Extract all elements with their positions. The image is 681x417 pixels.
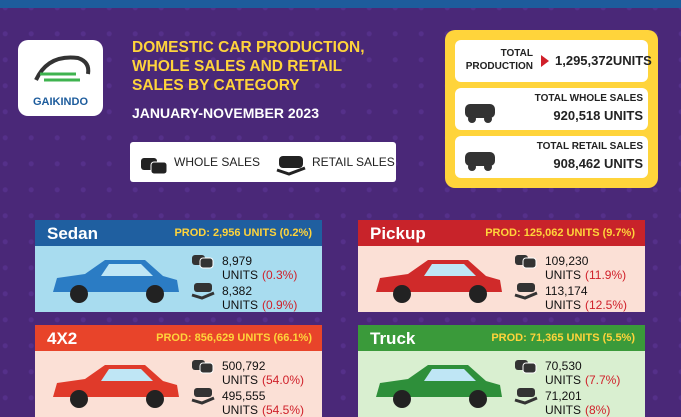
- category-name: Truck: [370, 329, 416, 348]
- retail-share: (54.5%): [262, 403, 305, 417]
- retail-units: 495,555 UNITS: [222, 389, 266, 417]
- total-icon: [461, 96, 501, 129]
- whole-share: (0.3%): [262, 268, 298, 282]
- vehicle: [368, 357, 508, 417]
- title-line: WHOLE SALES AND RETAIL: [132, 58, 343, 75]
- category-card: Truck PROD: 71,365 UNITS (5.5%) 70,530 UNI…: [358, 325, 645, 417]
- category-card: Sedan PROD: 2,956 UNITS (0.2%) 8,979 UNITS…: [35, 220, 322, 312]
- whole-icon: [513, 250, 539, 275]
- vehicle: [368, 252, 508, 312]
- category-name: 4X2: [47, 329, 78, 348]
- total-label: TOTAL WHOLE SALES: [534, 93, 643, 104]
- legend-item: WHOLE SALES: [174, 155, 261, 169]
- totals-box: TOTAL PRODUCTION 1,295,372UNITS TOTAL WHOL…: [445, 30, 658, 188]
- card-body: 8,979 UNITS (0.3%) 8,382 UNITS (0.9%): [35, 246, 322, 312]
- retail-units: 8,382 UNITS: [222, 284, 258, 312]
- retail-sales: 113,174 UNITS (12.5%): [545, 284, 645, 312]
- card-header: Pickup PROD: 125,062 UNITS (9.7%): [358, 220, 645, 246]
- logo-text: GAIKINDO: [33, 96, 88, 108]
- legend-item: RETAIL SALES: [312, 155, 395, 169]
- retail-icon: [190, 385, 216, 410]
- production: PROD: 856,629 UNITS (66.1%): [156, 332, 312, 344]
- title: DOMESTIC CAR PRODUCTION, WHOLE SALES AND…: [132, 38, 365, 95]
- total-label: TOTAL RETAIL SALES: [536, 141, 643, 152]
- logo: GAIKINDO: [18, 40, 103, 116]
- retail-sales: 495,555 UNITS (54.5%): [222, 389, 322, 417]
- retail-icon: [190, 280, 216, 305]
- vehicle: [45, 357, 185, 417]
- total-row: TOTAL PRODUCTION 1,295,372UNITS: [455, 40, 652, 82]
- whole-share: (11.9%): [585, 268, 627, 282]
- retail-share: (8%): [585, 403, 611, 417]
- category-card: 4X2 PROD: 856,629 UNITS (66.1%) 500,792 UN…: [35, 325, 322, 417]
- logo-icon: [34, 55, 91, 82]
- legend: WHOLE SALES RETAIL SALES: [130, 142, 396, 182]
- total-row: TOTAL WHOLE SALES 920,518 UNITS: [455, 88, 648, 130]
- retail-share: (12.5%): [585, 298, 628, 312]
- whole-sales: 8,979 UNITS (0.3%): [222, 254, 322, 282]
- card-body: 500,792 UNITS (54.0%) 495,555 UNITS (54.5%): [35, 351, 322, 417]
- total-icon: [461, 144, 501, 177]
- card-header: Sedan PROD: 2,956 UNITS (0.2%): [35, 220, 322, 246]
- whole-share: (54.0%): [262, 373, 305, 387]
- title-line: SALES BY CATEGORY: [132, 77, 300, 94]
- card-body: 109,230 UNITS (11.9%) 113,174 UNITS (12.5%): [358, 246, 645, 312]
- total-value: 920,518 UNITS: [553, 108, 643, 123]
- arrow: [541, 55, 549, 67]
- card-header: Truck PROD: 71,365 UNITS (5.5%): [358, 325, 645, 351]
- whole-icon: [190, 250, 216, 275]
- retail-icon: [513, 280, 539, 305]
- card-header: 4X2 PROD: 856,629 UNITS (66.1%): [35, 325, 322, 351]
- whole-icon: [190, 355, 216, 380]
- whole-sales: 109,230 UNITS (11.9%): [545, 254, 645, 282]
- whole-units: 500,792 UNITS: [222, 359, 266, 387]
- category-card: Pickup PROD: 125,062 UNITS (9.7%) 109,230 …: [358, 220, 645, 312]
- subtitle: JANUARY-NOVEMBER 2023: [132, 105, 319, 121]
- vehicle: [45, 252, 185, 312]
- retail-sales: 8,382 UNITS (0.9%): [222, 284, 322, 312]
- card-body: 70,530 UNITS (7.7%) 71,201 UNITS (8%): [358, 351, 645, 417]
- whole-sales: 70,530 UNITS (7.7%): [545, 359, 645, 387]
- whole-sales: 500,792 UNITS (54.0%): [222, 359, 322, 387]
- whole-share: (7.7%): [585, 373, 621, 387]
- production: PROD: 125,062 UNITS (9.7%): [485, 227, 635, 239]
- whole-icon: [141, 158, 168, 175]
- whole-units: 8,979 UNITS: [222, 254, 258, 282]
- total-value: 908,462 UNITS: [553, 156, 643, 171]
- category-name: Pickup: [370, 224, 426, 243]
- whole-icon: [513, 355, 539, 380]
- total-value: 1,295,372UNITS: [555, 53, 652, 68]
- whole-units: 109,230 UNITS: [545, 254, 589, 282]
- total-row: TOTAL RETAIL SALES 908,462 UNITS: [455, 136, 648, 178]
- retail-icon: [276, 156, 306, 176]
- production: PROD: 2,956 UNITS (0.2%): [174, 227, 312, 239]
- category-name: Sedan: [47, 224, 99, 243]
- top-band: [0, 0, 681, 8]
- production: PROD: 71,365 UNITS (5.5%): [491, 332, 635, 344]
- retail-units: 71,201 UNITS: [545, 389, 582, 417]
- retail-share: (0.9%): [262, 298, 298, 312]
- title-line: DOMESTIC CAR PRODUCTION,: [132, 39, 365, 56]
- retail-units: 113,174 UNITS: [545, 284, 588, 312]
- retail-sales: 71,201 UNITS (8%): [545, 389, 645, 417]
- total-label: TOTAL PRODUCTION: [465, 48, 533, 72]
- retail-icon: [513, 385, 539, 410]
- whole-units: 70,530 UNITS: [545, 359, 582, 387]
